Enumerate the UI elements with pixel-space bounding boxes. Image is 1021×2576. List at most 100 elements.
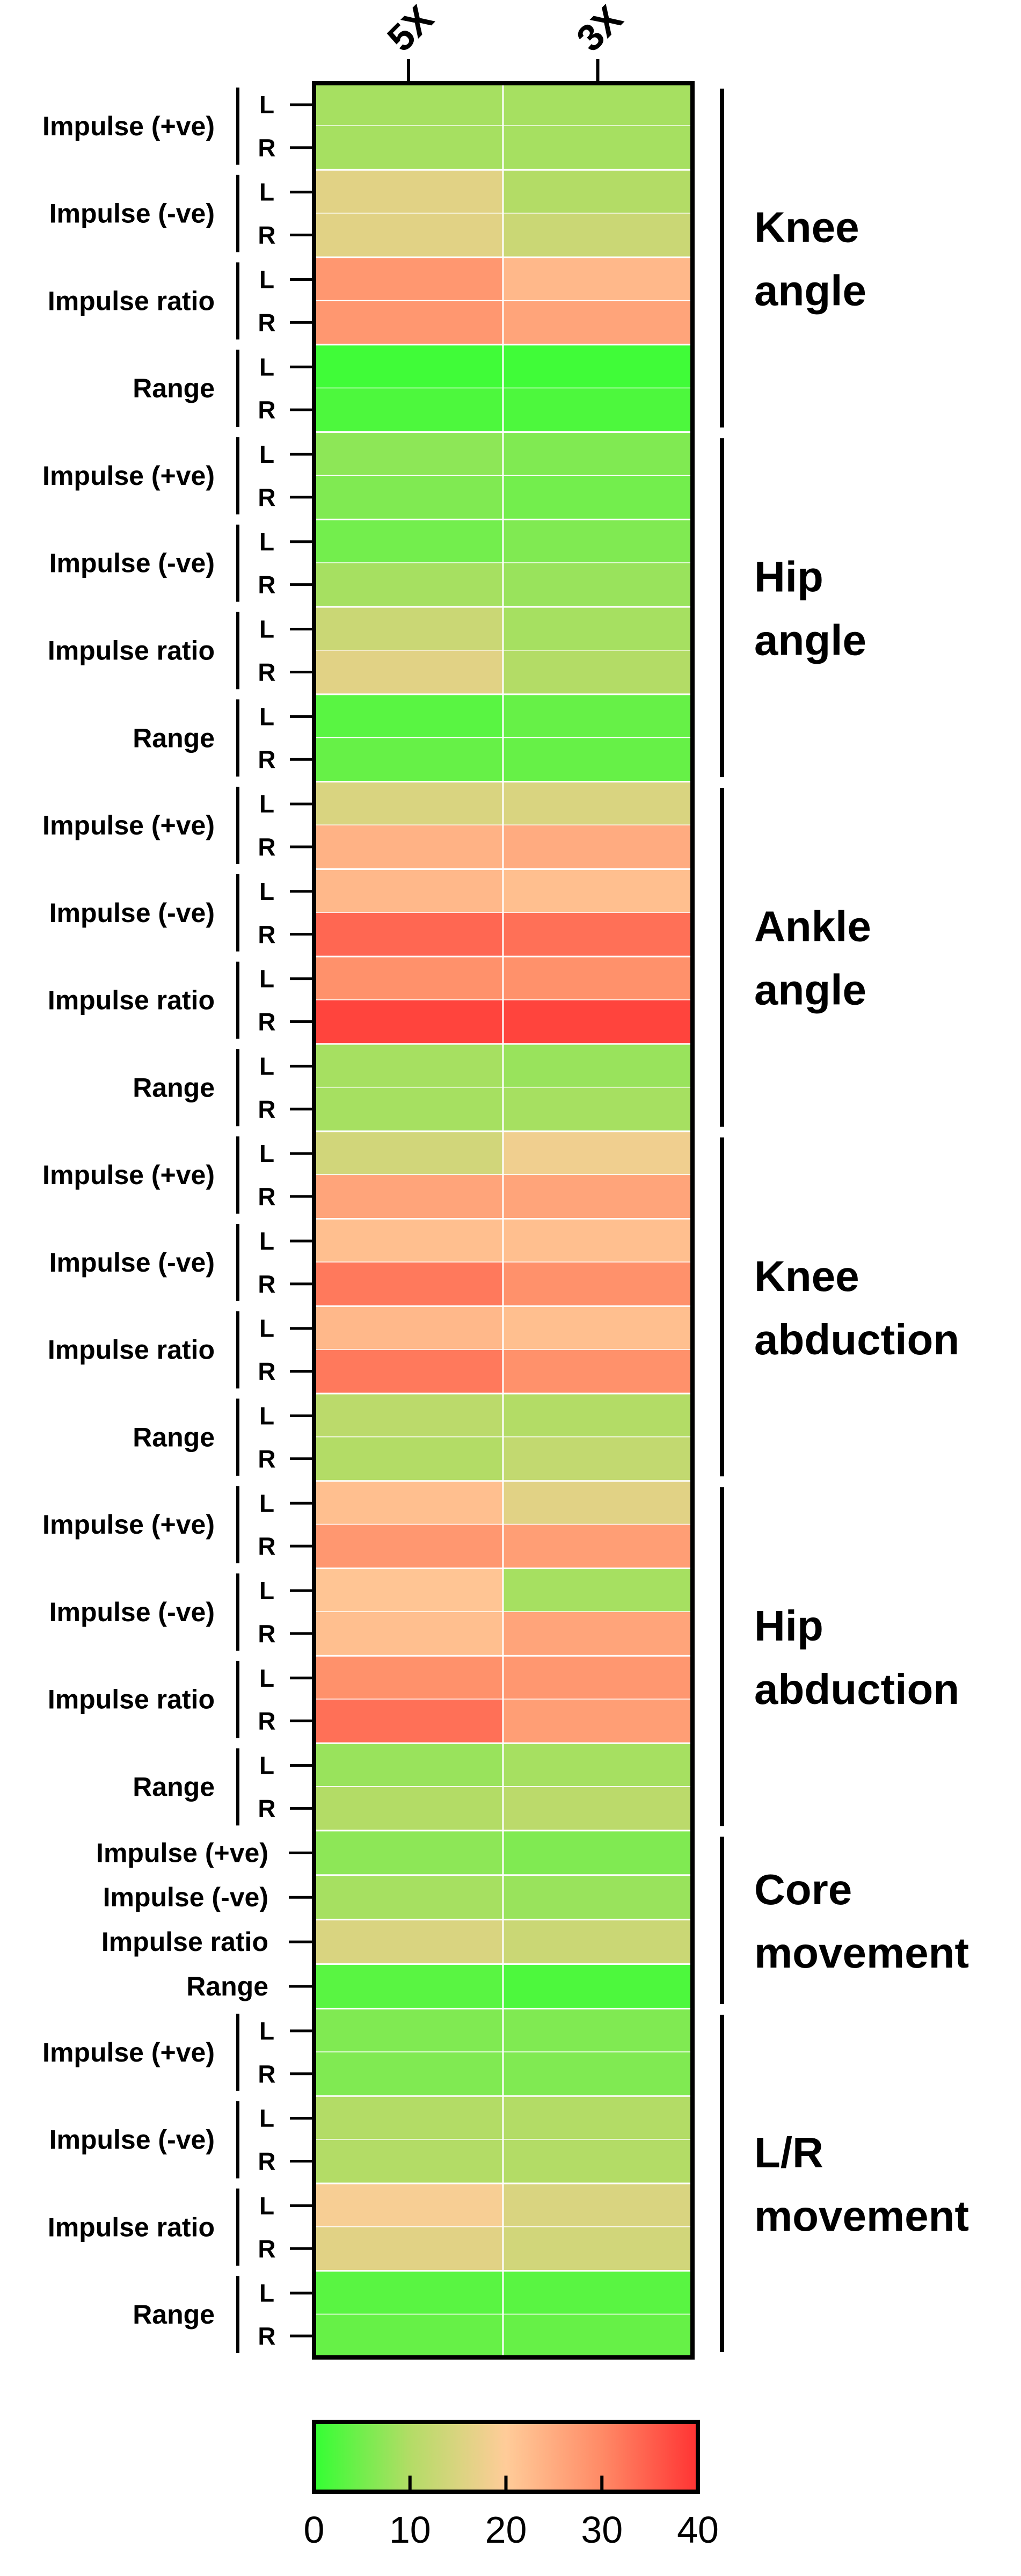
group-label-l-r-movement: L/R	[754, 2129, 823, 2176]
group-label-hip-angle: angle	[754, 616, 866, 664]
feature-label-impulse-ve: Impulse (+ve)	[42, 1160, 215, 1190]
feature-label-impulse-ratio: Impulse ratio	[48, 286, 215, 316]
heatmap-cell-l-r-movement-impulse-ve-l-3x	[503, 2009, 692, 2053]
side-label: L	[259, 1752, 274, 1780]
feature-label-impulse-ratio: Impulse ratio	[48, 985, 215, 1015]
feature-label-impulse-ve: Impulse (-ve)	[49, 1247, 215, 1278]
heatmap-cells	[312, 81, 695, 2360]
side-label: R	[258, 1445, 275, 1472]
side-label: R	[258, 658, 275, 686]
side-label: L	[259, 1052, 274, 1080]
colorbar-tick-label: 10	[389, 2509, 431, 2551]
feature-label-impulse-ve: Impulse (-ve)	[49, 1597, 215, 1627]
heatmap-cell-knee-angle-impulse-ratio-l-5x	[314, 258, 503, 302]
heatmap-cell-hip-abduction-impulse-ve-r-3x	[503, 1525, 692, 1568]
heatmap-cell-hip-abduction-range-l-3x	[503, 1744, 692, 1788]
heatmap-cell-hip-abduction-impulse-ve-r-5x	[314, 1525, 503, 1568]
heatmap-cell-knee-abduction-impulse-ve-l-3x	[503, 1132, 692, 1175]
heatmap-cell-l-r-movement-impulse-ratio-r-5x	[314, 2227, 503, 2270]
side-label: R	[258, 2322, 275, 2350]
heatmap-cell-hip-angle-impulse-ratio-l-3x	[503, 607, 692, 651]
side-label: R	[258, 134, 275, 162]
feature-label-impulse-ve: Impulse (+ve)	[42, 1510, 215, 1540]
side-label: L	[259, 2279, 274, 2307]
heatmap-cell-ankle-angle-impulse-ve-l-3x	[503, 782, 692, 826]
feature-label-impulse-ve: Impulse (+ve)	[42, 461, 215, 491]
feature-label-range: Range	[133, 373, 215, 403]
heatmap-cell-ankle-angle-range-l-5x	[314, 1044, 503, 1088]
heatmap-cell-hip-abduction-range-l-5x	[314, 1744, 503, 1788]
feature-label-range: Range	[186, 1971, 268, 2001]
heatmap-cell-l-r-movement-impulse-ve-l-3x	[503, 2096, 692, 2140]
heatmap-cell-core-movement-impulse-ve-5x	[314, 1876, 503, 1919]
heatmap-cell-core-movement-impulse-ratio-3x	[503, 1920, 692, 1964]
colorbar: 0 10 20 30 40	[304, 2420, 719, 2551]
heatmap-cell-l-r-movement-impulse-ve-l-5x	[314, 2009, 503, 2053]
heatmap-cell-ankle-angle-range-r-3x	[503, 1087, 692, 1131]
heatmap-cell-l-r-movement-impulse-ve-r-5x	[314, 2052, 503, 2096]
heatmap-cell-knee-angle-impulse-ve-l-5x	[314, 83, 503, 127]
group-label-core-movement: movement	[754, 1929, 969, 1977]
heatmap-cell-hip-abduction-impulse-ve-l-5x	[314, 1569, 503, 1613]
colorbar-tick-label: 0	[304, 2509, 325, 2551]
feature-label-impulse-ve: Impulse (-ve)	[103, 1882, 268, 1912]
heatmap-cell-knee-angle-impulse-ve-r-5x	[314, 126, 503, 170]
heatmap-cell-hip-abduction-impulse-ve-r-3x	[503, 1612, 692, 1656]
side-label: R	[258, 2234, 275, 2262]
heatmap-cell-knee-abduction-impulse-ratio-l-5x	[314, 1307, 503, 1351]
heatmap-cell-knee-abduction-impulse-ve-r-5x	[314, 1175, 503, 1218]
heatmap-cell-knee-abduction-impulse-ve-r-3x	[503, 1175, 692, 1218]
heatmap-cell-ankle-angle-impulse-ratio-r-3x	[503, 1000, 692, 1044]
feature-label-impulse-ve: Impulse (+ve)	[42, 810, 215, 840]
group-label-knee-angle: Knee	[754, 204, 859, 251]
side-label: L	[259, 353, 274, 381]
heatmap-cell-knee-angle-impulse-ratio-r-3x	[503, 301, 692, 344]
heatmap-cell-l-r-movement-impulse-ve-r-3x	[503, 2052, 692, 2096]
group-label-core-movement: Core	[754, 1866, 852, 1913]
feature-label-impulse-ve: Impulse (-ve)	[49, 2125, 215, 2155]
heatmap-cell-l-r-movement-impulse-ratio-r-3x	[503, 2227, 692, 2270]
heatmap-cell-knee-abduction-impulse-ve-l-5x	[314, 1220, 503, 1263]
group-labels: Knee angle Hip angle Ankle angle Knee abduction…	[754, 204, 969, 2240]
heatmap-cell-knee-angle-impulse-ratio-r-5x	[314, 301, 503, 344]
heatmap-cell-hip-angle-range-r-3x	[503, 738, 692, 781]
heatmap-cell-knee-angle-impulse-ve-r-5x	[314, 213, 503, 257]
feature-label-impulse-ratio: Impulse ratio	[48, 1335, 215, 1365]
heatmap-cell-hip-abduction-impulse-ratio-r-3x	[503, 1699, 692, 1743]
heatmap-cell-ankle-angle-impulse-ratio-l-5x	[314, 957, 503, 1001]
feature-label-range: Range	[133, 1422, 215, 1452]
column-labels: 5X 3X	[379, 0, 631, 83]
heatmap-cell-knee-angle-impulse-ve-l-3x	[503, 83, 692, 127]
side-label: L	[259, 1140, 274, 1167]
heatmap-cell-knee-abduction-impulse-ratio-r-3x	[503, 1349, 692, 1394]
side-label: L	[259, 1315, 274, 1343]
heatmap-cell-hip-angle-range-r-5x	[314, 738, 503, 781]
side-label: R	[258, 483, 275, 511]
feature-label-impulse-ve: Impulse (+ve)	[96, 1838, 268, 1868]
side-label: R	[258, 833, 275, 861]
heatmap-cell-hip-angle-impulse-ratio-l-5x	[314, 607, 503, 651]
colorbar-tick-label: 20	[485, 2509, 527, 2551]
heatmap-cell-hip-angle-range-l-5x	[314, 695, 503, 738]
side-label: L	[259, 265, 274, 293]
side-label: L	[259, 615, 274, 643]
heatmap-cell-hip-abduction-range-r-3x	[503, 1787, 692, 1830]
group-label-knee-abduction: abduction	[754, 1316, 959, 1363]
side-label: R	[258, 1182, 275, 1210]
group-label-ankle-angle: angle	[754, 966, 866, 1014]
heatmap-cell-knee-abduction-impulse-ratio-l-3x	[503, 1307, 692, 1351]
heatmap-cell-hip-abduction-impulse-ve-l-3x	[503, 1569, 692, 1613]
heatmap-cell-hip-abduction-range-r-5x	[314, 1787, 503, 1830]
heatmap-cell-l-r-movement-range-r-5x	[314, 2314, 503, 2358]
heatmap-cell-knee-abduction-impulse-ve-l-5x	[314, 1132, 503, 1175]
heatmap-cell-knee-angle-impulse-ve-r-3x	[503, 126, 692, 170]
side-label: L	[259, 877, 274, 905]
heatmap-cell-ankle-angle-impulse-ve-r-3x	[503, 912, 692, 956]
side-label: R	[258, 1358, 275, 1385]
heatmap-cell-hip-angle-impulse-ve-r-5x	[314, 475, 503, 519]
side-label: R	[258, 1794, 275, 1822]
heatmap-cell-knee-abduction-impulse-ve-r-5x	[314, 1262, 503, 1306]
heatmap-cell-l-r-movement-impulse-ve-l-5x	[314, 2096, 503, 2140]
side-label: R	[258, 1008, 275, 1036]
heatmap-cell-knee-angle-impulse-ratio-l-3x	[503, 258, 692, 302]
